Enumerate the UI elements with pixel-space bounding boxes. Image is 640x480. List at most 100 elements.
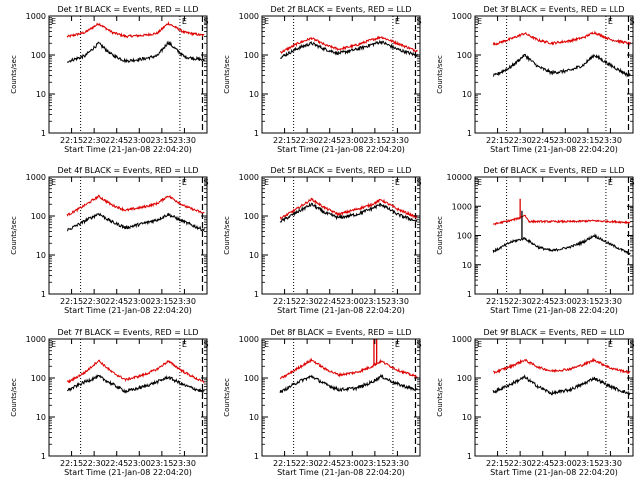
corner-mark-right: E: [395, 17, 400, 26]
corner-mark-right: E: [608, 178, 613, 187]
y-tick-label: 1: [41, 129, 46, 138]
corner-mark-end: S: [416, 178, 421, 187]
corner-mark-left: E: [51, 17, 56, 26]
y-tick-label: 10: [462, 413, 472, 422]
x-axis-label: Start Time (21-Jan-08 22:04:20): [490, 145, 618, 154]
y-axis-label: Counts/sec: [223, 378, 231, 417]
plot-frame: [474, 338, 634, 457]
x-axis-label: Start Time (21-Jan-08 22:04:20): [277, 306, 405, 315]
panel-title: Det 2f BLACK = Events, RED = LLD: [270, 5, 411, 14]
series-events: [280, 39, 418, 59]
y-tick-label: 1000: [26, 335, 46, 344]
x-axis-label: Start Time (21-Jan-08 22:04:20): [64, 306, 192, 315]
corner-mark-left: E: [264, 178, 269, 187]
y-tick-label: 10: [36, 413, 46, 422]
x-tick-label: 22:45: [531, 297, 554, 306]
x-tick-label: 22:30: [83, 297, 106, 306]
x-tick-label: 23:30: [173, 459, 196, 468]
y-tick-label: 10: [36, 90, 46, 99]
x-tick-label: 23:30: [173, 297, 196, 306]
series-lld: [279, 197, 418, 221]
corner-mark-end: S: [203, 340, 208, 349]
x-tick-label: 22:30: [296, 297, 319, 306]
panel-title: Det 6f BLACK = Events, RED = LLD: [483, 166, 624, 175]
corner-mark-right: E: [182, 340, 187, 349]
corner-mark-left: E: [264, 17, 269, 26]
x-tick-label: 22:15: [273, 297, 296, 306]
series-lld: [66, 359, 205, 384]
corner-mark-end: S: [416, 340, 421, 349]
series-lld: [279, 35, 418, 55]
y-tick-label: 10: [462, 261, 472, 270]
plot-frame: [261, 176, 421, 295]
x-tick-label: 23:15: [150, 459, 173, 468]
x-tick-label: 23:00: [341, 136, 364, 145]
plot-frame: [48, 176, 208, 295]
panel-title: Det 3f BLACK = Events, RED = LLD: [483, 5, 624, 14]
y-tick-label: 10: [249, 413, 259, 422]
x-tick-label: 23:00: [341, 459, 364, 468]
x-tick-label: 22:45: [318, 297, 341, 306]
x-tick-label: 23:00: [128, 297, 151, 306]
y-tick-label: 100: [31, 374, 46, 383]
series-lld: [492, 30, 631, 46]
corner-mark-right: E: [608, 17, 613, 26]
x-tick-label: 22:30: [83, 136, 106, 145]
plot-frame: [48, 338, 208, 457]
corner-mark-left: E: [477, 17, 482, 26]
corner-mark-end: S: [203, 17, 208, 26]
y-tick-label: 100: [457, 51, 472, 60]
x-tick-label: 23:00: [341, 297, 364, 306]
series-events: [66, 40, 205, 64]
series-lld: [66, 20, 205, 39]
panel-title: Det 4f BLACK = Events, RED = LLD: [57, 166, 198, 175]
corner-mark-right: E: [182, 178, 187, 187]
x-tick-label: 22:30: [509, 136, 532, 145]
y-tick-label: 100: [457, 232, 472, 241]
plot-frame: [474, 176, 634, 295]
series-events: [67, 374, 205, 394]
y-tick-label: 1000: [239, 173, 259, 182]
y-tick-label: 10000: [447, 173, 472, 182]
y-tick-label: 1000: [452, 202, 472, 211]
plot-frame: [261, 338, 421, 457]
corner-mark-left: E: [477, 340, 482, 349]
x-axis-label: Start Time (21-Jan-08 22:04:20): [277, 145, 405, 154]
y-tick-label: 1000: [452, 335, 472, 344]
y-tick-label: 10: [249, 90, 259, 99]
x-tick-label: 22:45: [318, 136, 341, 145]
x-tick-label: 23:00: [554, 136, 577, 145]
y-tick-label: 100: [244, 51, 259, 60]
y-tick-label: 1: [41, 452, 46, 461]
series-lld: [66, 194, 205, 217]
x-tick-label: 23:30: [173, 136, 196, 145]
series-events: [279, 202, 418, 223]
x-tick-label: 23:00: [128, 459, 151, 468]
series-events: [66, 212, 205, 232]
x-tick-label: 22:15: [273, 136, 296, 145]
corner-mark-end: S: [416, 17, 421, 26]
corner-mark-end: S: [629, 178, 634, 187]
series-events: [492, 233, 631, 255]
y-tick-label: 100: [244, 212, 259, 221]
series-events: [492, 53, 631, 78]
x-tick-label: 22:45: [318, 459, 341, 468]
plot-frame: [261, 15, 421, 134]
x-tick-label: 22:15: [60, 136, 83, 145]
y-tick-label: 1: [467, 452, 472, 461]
x-tick-label: 23:15: [363, 459, 386, 468]
y-tick-label: 100: [244, 374, 259, 383]
y-tick-label: 10: [249, 251, 259, 260]
y-tick-label: 1000: [239, 335, 259, 344]
x-axis-label: Start Time (21-Jan-08 22:04:20): [490, 468, 618, 477]
series-lld: [492, 214, 631, 226]
x-tick-label: 23:15: [576, 459, 599, 468]
x-tick-label: 22:45: [531, 136, 554, 145]
x-tick-label: 23:30: [599, 297, 622, 306]
y-tick-label: 10: [36, 251, 46, 260]
y-tick-label: 1000: [26, 12, 46, 21]
